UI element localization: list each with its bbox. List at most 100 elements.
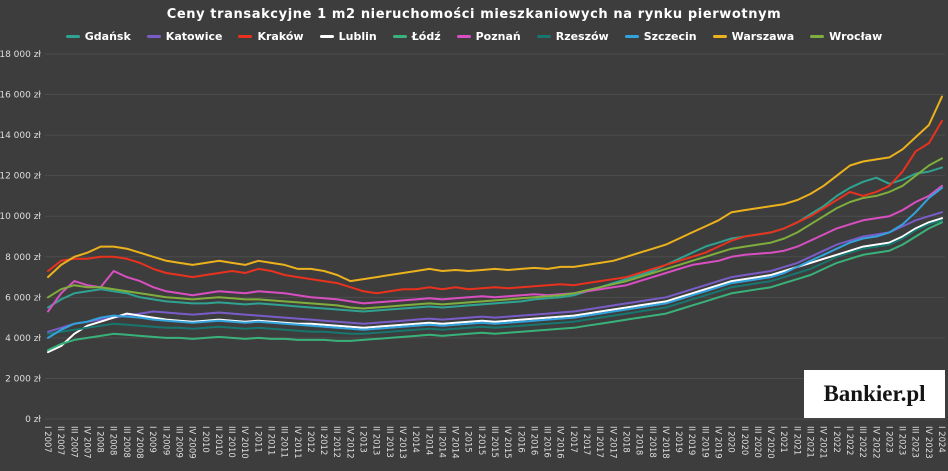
x-axis-label: II 2012 [318,426,328,455]
y-axis-label: 12 000 zł [0,172,41,182]
x-axis-label: IV 2012 [344,426,354,459]
series-line-Łódź [47,221,943,352]
x-axis-label: II 2010 [213,426,223,455]
x-axis-label: I 2007 [42,426,52,453]
x-axis-label: I 2016 [515,426,525,453]
x-axis-label: III 2007 [68,426,78,458]
legend-item-Lublin[interactable]: Lublin [319,30,377,43]
x-axis-label: I 2020 [726,426,736,453]
x-axis-label: IV 2010 [239,426,249,459]
legend-marker-icon [712,35,727,38]
x-axis-label: I 2011 [252,426,262,453]
legend-item-Szczecin[interactable]: Szczecin [624,30,697,43]
bankier-logo: Bankier.pl [804,370,945,418]
x-axis-label: I 2023 [883,426,893,453]
x-axis-label: II 2019 [686,426,696,455]
series-line-Rzeszów [47,219,943,335]
y-axis-label: 2 000 zł [5,374,41,384]
x-axis-label: II 2013 [371,426,381,455]
x-axis-label: I 2015 [463,426,473,453]
legend-item-Warszawa[interactable]: Warszawa [712,30,795,43]
x-axis-label: IV 2015 [502,426,512,459]
x-axis-label: III 2016 [542,426,552,458]
x-axis-label: III 2021 [805,426,815,458]
legend-item-label: Rzeszów [555,30,609,43]
x-axis-label: III 2014 [436,426,446,458]
y-axis-label: 0 zł [25,415,41,425]
x-axis-label: II 2009 [160,426,170,455]
legend-item-Kraków[interactable]: Kraków [238,30,304,43]
legend-item-label: Szczecin [643,30,697,43]
x-axis-label: II 2022 [844,426,854,455]
legend-marker-icon [456,35,471,38]
bankier-logo-text: Bankier.pl [823,381,926,406]
x-axis-label: I 2014 [410,426,420,453]
chart-canvas: 0 zł 2 000 zł 4 000 zł 6 000 zł 8 000 zł 10 0… [0,50,946,459]
x-axis-label: I 2012 [305,426,315,453]
legend-item-label: Warszawa [731,30,795,43]
legend-marker-icon [392,35,407,38]
legend-item-label: Wrocław [829,30,883,43]
legend-marker-icon [536,35,551,38]
x-axis-label: III 2012 [331,426,341,458]
legend-item-label: Gdańsk [84,30,131,43]
legend-item-Gdańsk[interactable]: Gdańsk [65,30,131,43]
x-axis-label: IV 2023 [923,426,933,459]
x-axis-label: I 2018 [620,426,630,453]
x-axis-label: I 2019 [673,426,683,453]
x-axis-label: IV 2009 [187,426,197,459]
x-axis-label: I 2017 [568,426,578,453]
x-axis-label: II 2008 [108,426,118,455]
x-axis-label: IV 2013 [397,426,407,459]
x-axis-label: II 2011 [266,426,276,455]
x-axis-label: I 2010 [200,426,210,453]
x-axis-label: I 2021 [778,426,788,453]
x-axis-label: III 2020 [752,426,762,458]
x-axis-label: I 2009 [147,426,157,453]
x-axis-label: I 2024 [936,426,946,453]
x-axis-label: II 2016 [528,426,538,455]
x-axis-label: II 2018 [634,426,644,455]
chart-legend: Gdańsk Katowice Kraków Lublin Łódź Poznań Rzes… [0,29,948,44]
x-axis-label: IV 2018 [660,426,670,459]
y-axis-label: 6 000 zł [5,293,41,303]
legend-item-Wrocław[interactable]: Wrocław [810,30,882,43]
legend-marker-icon [810,35,825,38]
series-line-Katowice [47,211,943,333]
x-axis-label: III 2010 [226,426,236,458]
legend-marker-icon [319,35,334,38]
legend-item-Rzeszów[interactable]: Rzeszów [536,30,609,43]
x-axis-label: IV 2008 [134,426,144,459]
legend-item-label: Łódź [411,30,441,43]
legend-marker-icon [146,35,161,38]
legend-item-Katowice[interactable]: Katowice [146,30,222,43]
x-axis-label: II 2015 [476,426,486,455]
x-axis-label: II 2007 [55,426,65,455]
series-line-Lublin [47,217,943,354]
x-axis-label: I 2022 [831,426,841,453]
series-line-Szczecin [47,186,943,339]
x-axis-label: II 2023 [897,426,907,455]
x-axis-label: III 2023 [910,426,920,458]
x-axis-label: IV 2021 [818,426,828,459]
series-line-Wrocław [47,157,943,310]
x-axis-label: IV 2020 [765,426,775,459]
y-axis-label: 18 000 zł [0,50,41,60]
legend-item-Poznań[interactable]: Poznań [456,30,521,43]
legend-item-label: Lublin [338,30,377,43]
x-axis-label: IV 2007 [81,426,91,459]
x-axis-label: IV 2022 [870,426,880,459]
y-axis-label: 10 000 zł [0,212,41,222]
series-line-Kraków [47,119,943,295]
x-axis-label: I 2013 [358,426,368,453]
legend-marker-icon [65,35,80,38]
chart-title: Ceny transakcyjne 1 m2 nieruchomości mie… [166,7,782,22]
y-axis-label: 4 000 zł [5,334,41,344]
x-axis-label: III 2008 [121,426,131,458]
legend-item-Łódź[interactable]: Łódź [392,30,441,43]
x-axis-label: IV 2019 [713,426,723,459]
x-axis-label: II 2020 [739,426,749,455]
x-axis-label: IV 2017 [607,426,617,459]
x-axis-label: III 2022 [857,426,867,458]
x-axis-label: III 2011 [279,426,289,458]
